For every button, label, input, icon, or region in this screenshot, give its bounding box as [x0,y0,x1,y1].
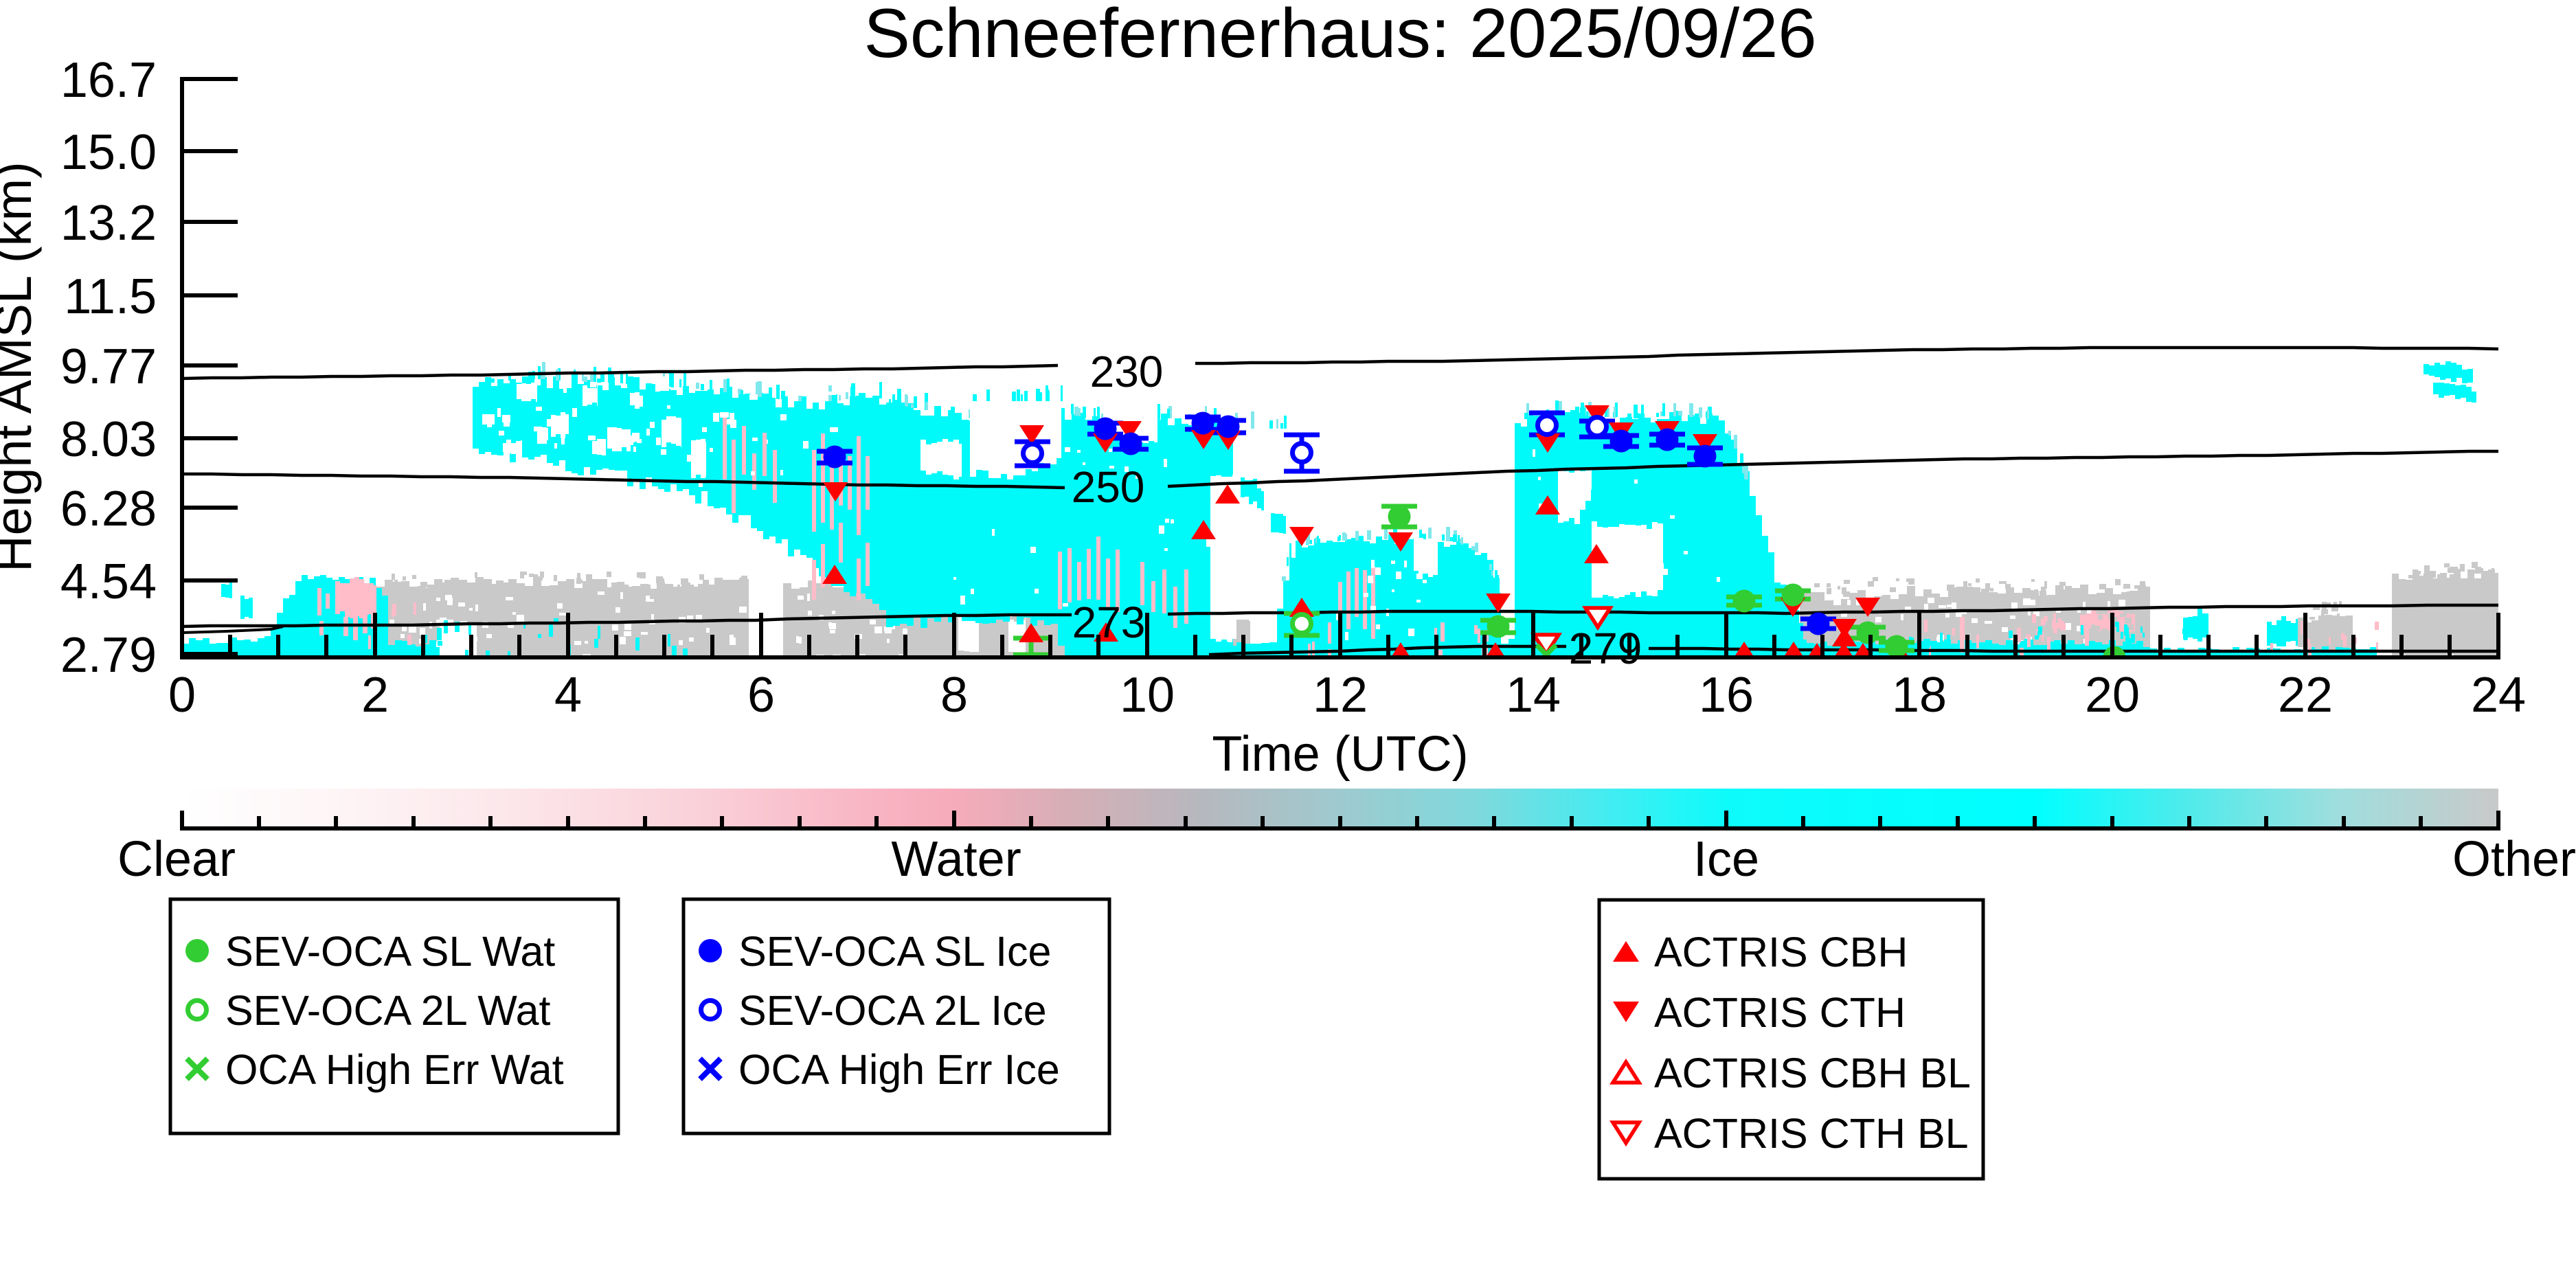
svg-text:0: 0 [168,668,196,723]
svg-text:279: 279 [1569,624,1642,673]
svg-text:SEV-OCA 2L Wat: SEV-OCA 2L Wat [225,987,551,1034]
svg-text:Height AMSL (km): Height AMSL (km) [0,161,42,572]
svg-text:9.77: 9.77 [60,339,157,394]
svg-text:Water: Water [891,832,1021,887]
svg-text:250: 250 [1072,462,1145,512]
svg-text:SEV-OCA SL Ice: SEV-OCA SL Ice [738,928,1051,975]
svg-text:4.54: 4.54 [60,554,157,609]
svg-text:16: 16 [1699,668,1754,723]
svg-text:24: 24 [2471,668,2526,723]
svg-text:20: 20 [2085,668,2140,723]
svg-text:Time (UTC): Time (UTC) [1212,727,1468,782]
svg-text:ACTRIS CTH BL: ACTRIS CTH BL [1654,1110,1969,1157]
svg-text:Schneefernerhaus: 2025/09/26: Schneefernerhaus: 2025/09/26 [863,0,1816,72]
svg-text:6.28: 6.28 [60,482,157,536]
svg-text:12: 12 [1313,668,1368,723]
svg-text:ACTRIS CBH: ACTRIS CBH [1654,929,1908,975]
svg-text:Ice: Ice [1693,832,1759,887]
svg-text:18: 18 [1892,668,1947,723]
svg-text:16.7: 16.7 [60,53,157,108]
svg-text:10: 10 [1120,668,1175,723]
svg-text:13.2: 13.2 [60,196,157,251]
svg-text:8: 8 [940,668,968,723]
svg-text:4: 4 [554,668,582,723]
svg-text:ACTRIS CTH: ACTRIS CTH [1654,989,1906,1036]
svg-text:22: 22 [2278,668,2333,723]
svg-text:Other: Other [2452,832,2576,887]
svg-text:Clear: Clear [117,832,236,887]
svg-text:SEV-OCA 2L Ice: SEV-OCA 2L Ice [738,987,1047,1034]
svg-text:14: 14 [1506,668,1561,723]
svg-text:8.03: 8.03 [60,412,157,467]
svg-text:ACTRIS CBH BL: ACTRIS CBH BL [1654,1050,1971,1096]
svg-text:11.5: 11.5 [64,269,157,324]
svg-text:15.0: 15.0 [60,125,157,180]
svg-text:2.79: 2.79 [60,628,157,683]
svg-text:SEV-OCA SL Wat: SEV-OCA SL Wat [225,928,555,975]
svg-text:6: 6 [747,668,775,723]
svg-text:273: 273 [1072,598,1146,647]
svg-text:2: 2 [361,668,389,723]
svg-text:230: 230 [1090,347,1164,396]
svg-text:OCA High Err Wat: OCA High Err Wat [225,1046,564,1093]
svg-text:OCA High Err Ice: OCA High Err Ice [738,1046,1060,1093]
